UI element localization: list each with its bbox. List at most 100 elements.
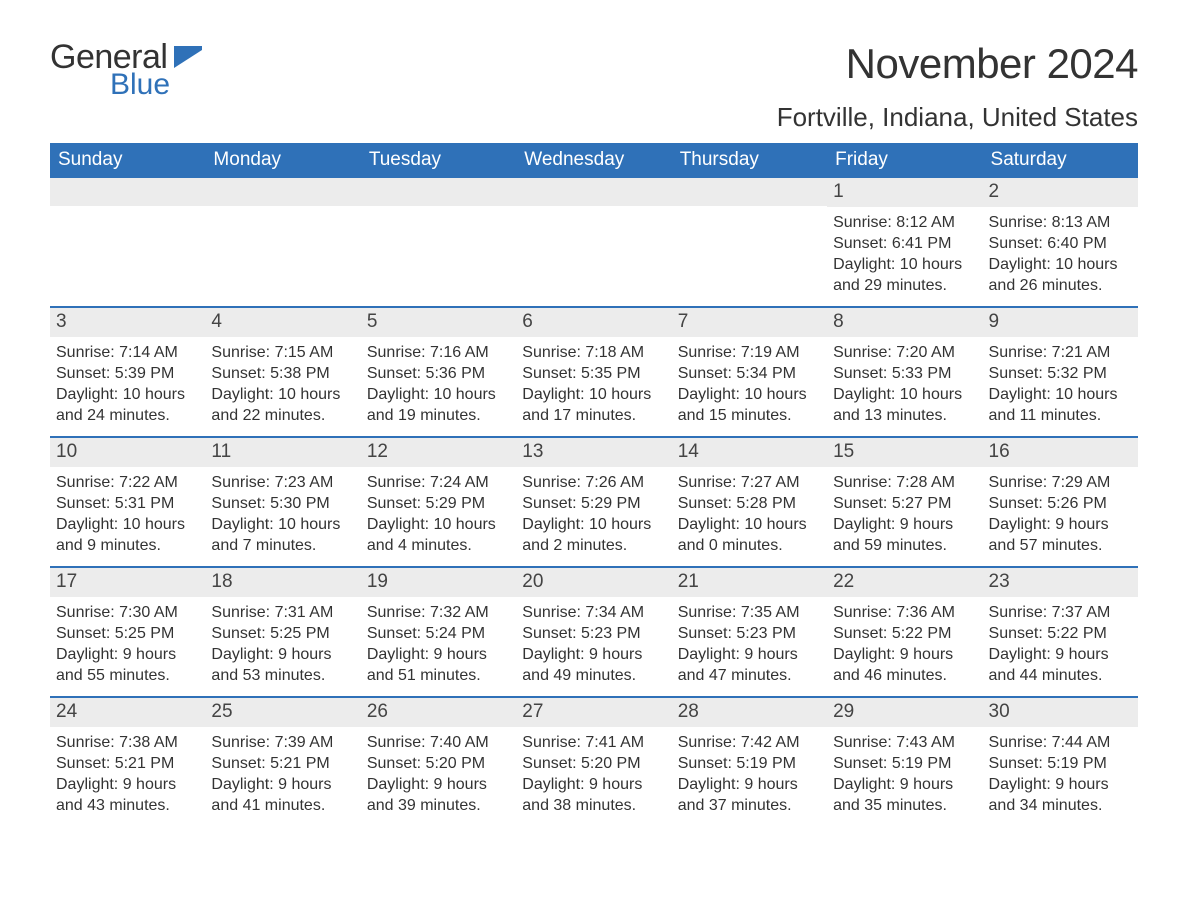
daylight-line-1: Daylight: 9 hours: [989, 644, 1132, 665]
sunset-line: Sunset: 5:23 PM: [522, 623, 665, 644]
daylight-line-1: Daylight: 9 hours: [367, 774, 510, 795]
sunrise-line: Sunrise: 8:13 AM: [989, 212, 1132, 233]
sunset-line: Sunset: 5:25 PM: [56, 623, 199, 644]
day-number: 11: [205, 438, 360, 467]
daylight-line-1: Daylight: 10 hours: [678, 384, 821, 405]
day-body: Sunrise: 7:41 AMSunset: 5:20 PMDaylight:…: [516, 727, 671, 820]
sunset-line: Sunset: 5:25 PM: [211, 623, 354, 644]
logo-word-2: Blue: [110, 70, 202, 100]
daylight-line-1: Daylight: 10 hours: [989, 254, 1132, 275]
sunset-line: Sunset: 5:19 PM: [833, 753, 976, 774]
day-body: Sunrise: 7:26 AMSunset: 5:29 PMDaylight:…: [516, 467, 671, 560]
sunset-line: Sunset: 5:19 PM: [678, 753, 821, 774]
day-body: Sunrise: 8:12 AMSunset: 6:41 PMDaylight:…: [827, 207, 982, 300]
sunrise-line: Sunrise: 7:15 AM: [211, 342, 354, 363]
daylight-line-2: and 34 minutes.: [989, 795, 1132, 816]
day-cell: 28Sunrise: 7:42 AMSunset: 5:19 PMDayligh…: [672, 698, 827, 826]
day-cell: 3Sunrise: 7:14 AMSunset: 5:39 PMDaylight…: [50, 308, 205, 436]
sunrise-line: Sunrise: 7:29 AM: [989, 472, 1132, 493]
sunset-line: Sunset: 5:20 PM: [522, 753, 665, 774]
day-number: 12: [361, 438, 516, 467]
day-body: Sunrise: 7:40 AMSunset: 5:20 PMDaylight:…: [361, 727, 516, 820]
daylight-line-1: Daylight: 10 hours: [367, 514, 510, 535]
daylight-line-1: Daylight: 9 hours: [522, 774, 665, 795]
day-body: Sunrise: 7:35 AMSunset: 5:23 PMDaylight:…: [672, 597, 827, 690]
day-number: 21: [672, 568, 827, 597]
day-body: Sunrise: 7:19 AMSunset: 5:34 PMDaylight:…: [672, 337, 827, 430]
daylight-line-2: and 59 minutes.: [833, 535, 976, 556]
daylight-line-2: and 0 minutes.: [678, 535, 821, 556]
day-number: [672, 178, 827, 206]
weekday-label: Thursday: [672, 143, 827, 178]
day-cell: 18Sunrise: 7:31 AMSunset: 5:25 PMDayligh…: [205, 568, 360, 696]
sunset-line: Sunset: 5:19 PM: [989, 753, 1132, 774]
week-row: 17Sunrise: 7:30 AMSunset: 5:25 PMDayligh…: [50, 566, 1138, 696]
daylight-line-1: Daylight: 9 hours: [989, 774, 1132, 795]
day-number: 30: [983, 698, 1138, 727]
weekday-header: SundayMondayTuesdayWednesdayThursdayFrid…: [50, 143, 1138, 178]
day-number: [50, 178, 205, 206]
daylight-line-2: and 2 minutes.: [522, 535, 665, 556]
sunset-line: Sunset: 5:28 PM: [678, 493, 821, 514]
weekday-label: Sunday: [50, 143, 205, 178]
day-cell: [516, 178, 671, 306]
sunrise-line: Sunrise: 7:39 AM: [211, 732, 354, 753]
day-cell: 9Sunrise: 7:21 AMSunset: 5:32 PMDaylight…: [983, 308, 1138, 436]
day-number: 3: [50, 308, 205, 337]
weekday-label: Monday: [205, 143, 360, 178]
day-number: 22: [827, 568, 982, 597]
week-row: 1Sunrise: 8:12 AMSunset: 6:41 PMDaylight…: [50, 178, 1138, 306]
day-body: Sunrise: 7:20 AMSunset: 5:33 PMDaylight:…: [827, 337, 982, 430]
day-cell: 6Sunrise: 7:18 AMSunset: 5:35 PMDaylight…: [516, 308, 671, 436]
day-cell: 17Sunrise: 7:30 AMSunset: 5:25 PMDayligh…: [50, 568, 205, 696]
day-body: Sunrise: 7:28 AMSunset: 5:27 PMDaylight:…: [827, 467, 982, 560]
sunrise-line: Sunrise: 7:20 AM: [833, 342, 976, 363]
daylight-line-2: and 11 minutes.: [989, 405, 1132, 426]
day-cell: 11Sunrise: 7:23 AMSunset: 5:30 PMDayligh…: [205, 438, 360, 566]
daylight-line-2: and 29 minutes.: [833, 275, 976, 296]
day-body: Sunrise: 7:38 AMSunset: 5:21 PMDaylight:…: [50, 727, 205, 820]
day-body: Sunrise: 7:37 AMSunset: 5:22 PMDaylight:…: [983, 597, 1138, 690]
weekday-label: Friday: [827, 143, 982, 178]
sunset-line: Sunset: 5:34 PM: [678, 363, 821, 384]
day-body: Sunrise: 7:29 AMSunset: 5:26 PMDaylight:…: [983, 467, 1138, 560]
daylight-line-1: Daylight: 10 hours: [833, 254, 976, 275]
day-body: Sunrise: 7:23 AMSunset: 5:30 PMDaylight:…: [205, 467, 360, 560]
day-number: 6: [516, 308, 671, 337]
sunset-line: Sunset: 6:40 PM: [989, 233, 1132, 254]
header: General Blue November 2024 Fortville, In…: [50, 40, 1138, 133]
day-number: 18: [205, 568, 360, 597]
day-body: Sunrise: 8:13 AMSunset: 6:40 PMDaylight:…: [983, 207, 1138, 300]
day-number: 15: [827, 438, 982, 467]
day-number: 25: [205, 698, 360, 727]
daylight-line-2: and 19 minutes.: [367, 405, 510, 426]
title-block: November 2024 Fortville, Indiana, United…: [777, 40, 1138, 133]
day-number: [361, 178, 516, 206]
daylight-line-1: Daylight: 10 hours: [211, 514, 354, 535]
daylight-line-2: and 57 minutes.: [989, 535, 1132, 556]
day-cell: 22Sunrise: 7:36 AMSunset: 5:22 PMDayligh…: [827, 568, 982, 696]
week-row: 3Sunrise: 7:14 AMSunset: 5:39 PMDaylight…: [50, 306, 1138, 436]
day-cell: 27Sunrise: 7:41 AMSunset: 5:20 PMDayligh…: [516, 698, 671, 826]
day-number: 1: [827, 178, 982, 207]
day-body: Sunrise: 7:21 AMSunset: 5:32 PMDaylight:…: [983, 337, 1138, 430]
day-body: Sunrise: 7:31 AMSunset: 5:25 PMDaylight:…: [205, 597, 360, 690]
sunset-line: Sunset: 5:21 PM: [211, 753, 354, 774]
sunrise-line: Sunrise: 8:12 AM: [833, 212, 976, 233]
day-number: 16: [983, 438, 1138, 467]
day-number: 10: [50, 438, 205, 467]
sunset-line: Sunset: 5:29 PM: [367, 493, 510, 514]
week-row: 24Sunrise: 7:38 AMSunset: 5:21 PMDayligh…: [50, 696, 1138, 826]
sunset-line: Sunset: 5:27 PM: [833, 493, 976, 514]
sunset-line: Sunset: 5:38 PM: [211, 363, 354, 384]
daylight-line-1: Daylight: 10 hours: [522, 384, 665, 405]
sunrise-line: Sunrise: 7:40 AM: [367, 732, 510, 753]
daylight-line-2: and 43 minutes.: [56, 795, 199, 816]
sunrise-line: Sunrise: 7:35 AM: [678, 602, 821, 623]
daylight-line-2: and 24 minutes.: [56, 405, 199, 426]
day-number: 2: [983, 178, 1138, 207]
daylight-line-1: Daylight: 10 hours: [522, 514, 665, 535]
day-body: Sunrise: 7:27 AMSunset: 5:28 PMDaylight:…: [672, 467, 827, 560]
daylight-line-2: and 35 minutes.: [833, 795, 976, 816]
day-cell: 2Sunrise: 8:13 AMSunset: 6:40 PMDaylight…: [983, 178, 1138, 306]
